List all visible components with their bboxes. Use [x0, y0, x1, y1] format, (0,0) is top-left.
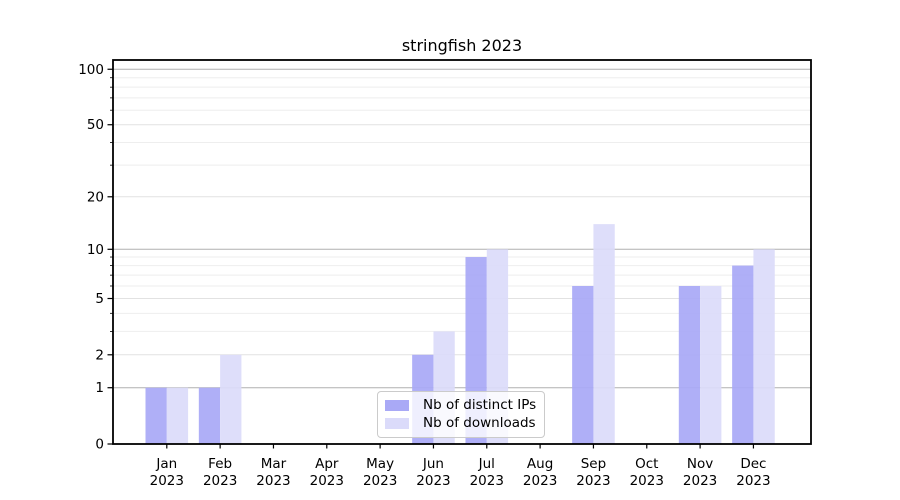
y-tick-label: 0 [95, 437, 104, 453]
legend: Nb of distinct IPs Nb of downloads [377, 391, 545, 438]
x-tick-label-month: Jun [422, 456, 444, 472]
x-tick-label-year: 2023 [150, 473, 184, 489]
x-tick-label-year: 2023 [523, 473, 557, 489]
bar-distinct-ips [572, 285, 594, 444]
x-tick-label-month: Jan [155, 456, 177, 472]
x-tick-label-month: Nov [687, 456, 713, 472]
x-tick-label-month: Aug [527, 456, 553, 472]
x-tick-label-year: 2023 [310, 473, 344, 489]
bar-distinct-ips [198, 387, 221, 444]
x-tick-label-month: Jul [478, 456, 495, 472]
bar-downloads [166, 387, 189, 444]
bar-downloads [593, 224, 615, 444]
x-tick-label-month: Mar [261, 456, 287, 472]
legend-swatch-distinct-ips [385, 399, 409, 411]
legend-item-downloads: Nb of downloads [385, 415, 540, 431]
chart-title: stringfish 2023 [401, 36, 523, 55]
x-tick-label-year: 2023 [630, 473, 664, 489]
x-tick-label-year: 2023 [470, 473, 504, 489]
bar-downloads [753, 249, 775, 444]
y-tick-label: 5 [95, 291, 104, 307]
y-tick-label: 10 [87, 242, 104, 258]
x-tick-label-month: Sep [581, 456, 606, 472]
x-tick-label-month: Apr [315, 456, 339, 472]
x-tick-label-month: Dec [740, 456, 766, 472]
y-tick-label: 100 [78, 62, 104, 78]
x-tick-label-year: 2023 [736, 473, 770, 489]
x-tick-label-year: 2023 [416, 473, 450, 489]
x-tick-label-year: 2023 [363, 473, 397, 489]
bar-downloads [220, 354, 242, 444]
y-tick-label: 1 [95, 380, 104, 396]
bar-distinct-ips [732, 265, 754, 444]
x-tick-label-year: 2023 [203, 473, 237, 489]
legend-label-downloads: Nb of downloads [423, 415, 536, 431]
y-tick-label: 20 [87, 189, 104, 205]
plot-border [112, 59, 812, 445]
x-tick-label-month: Feb [208, 456, 232, 472]
bar-distinct-ips [678, 285, 701, 444]
x-tick-label-year: 2023 [576, 473, 610, 489]
bar-distinct-ips [145, 387, 167, 444]
x-tick-label-year: 2023 [256, 473, 290, 489]
bar-downloads [700, 285, 722, 444]
x-tick-label-month: Oct [635, 456, 658, 472]
y-tick-label: 2 [95, 347, 104, 363]
x-tick-label-month: May [366, 456, 394, 472]
x-tick-label-year: 2023 [683, 473, 717, 489]
legend-swatch-downloads [385, 418, 409, 430]
legend-label-distinct-ips: Nb of distinct IPs [423, 396, 537, 413]
legend-item-distinct-ips: Nb of distinct IPs [385, 396, 540, 413]
y-tick-label: 50 [87, 117, 104, 133]
